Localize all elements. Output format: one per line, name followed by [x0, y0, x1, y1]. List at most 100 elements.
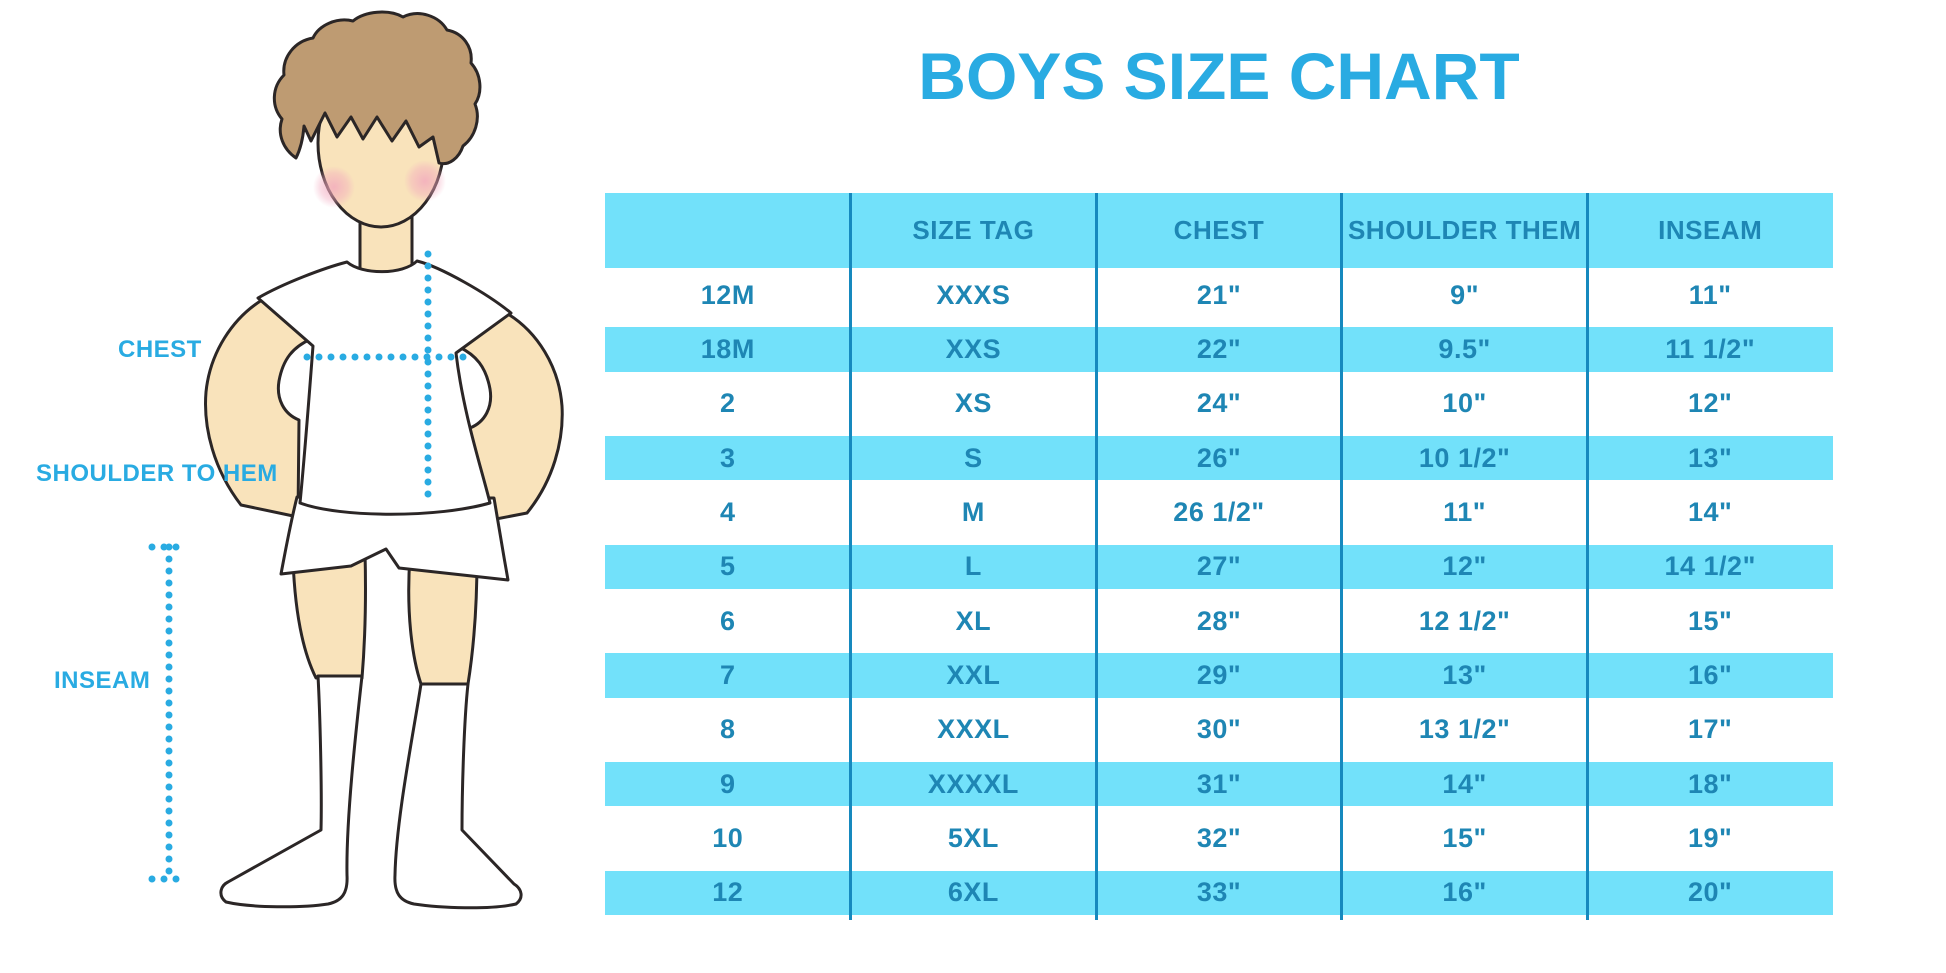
shoulder-to-hem-label: SHOULDER TO HEM	[36, 460, 278, 487]
table-cell: 18"	[1688, 768, 1733, 799]
table-cell: 11"	[1688, 279, 1732, 310]
table-row: 6 XL 28" 12 1/2" 15"	[605, 594, 1833, 648]
column-divider	[849, 193, 853, 920]
table-row: 9 XXXXL 31" 14" 18"	[605, 756, 1833, 812]
table-cell: 26 1/2"	[1173, 496, 1265, 527]
table-cell: 5	[720, 551, 736, 582]
table-row: 12 6XL 33" 16" 20"	[605, 865, 1833, 920]
table-row: 4 M 26 1/2" 11" 14"	[605, 485, 1833, 539]
table-cell: 14 1/2"	[1664, 551, 1756, 582]
column-divider	[1094, 193, 1098, 920]
table-cell: XXL	[946, 659, 1001, 690]
table-cell: 15"	[1442, 822, 1487, 853]
table-cell: 33"	[1196, 877, 1242, 908]
table-cell: 10	[712, 822, 744, 853]
table-cell: 22"	[1196, 333, 1242, 364]
header-cell-chest: CHEST	[1173, 215, 1265, 245]
table-cell: 9	[720, 768, 736, 799]
table-cell: 13 1/2"	[1418, 714, 1511, 745]
table-row: 2 XS 24" 10" 12"	[605, 377, 1833, 431]
table-cell: L	[964, 551, 982, 582]
table-row: 5 L 27" 12" 14 1/2"	[605, 539, 1833, 594]
table-cell: XXXS	[936, 279, 1011, 310]
table-cell: 32"	[1196, 822, 1242, 853]
table-cell: 16"	[1688, 659, 1733, 690]
table-cell: 14"	[1442, 768, 1487, 799]
table-cell: 14"	[1688, 496, 1733, 527]
table-header-row: SIZE TAG CHEST SHOULDER THEM INSEAM	[605, 193, 1833, 268]
table-row: 3 S 26" 10 1/2" 13"	[605, 430, 1833, 486]
table-cell: S	[964, 442, 983, 473]
header-cell-size-tag: SIZE TAG	[912, 215, 1035, 245]
table-cell: 12	[712, 877, 744, 908]
table-cell: 30"	[1196, 714, 1242, 745]
table-cell: 3	[720, 442, 736, 473]
table-cell: 8	[720, 714, 736, 745]
right-arm-shape	[457, 312, 564, 526]
header-cell-inseam: INSEAM	[1658, 215, 1763, 245]
table-cell: 24"	[1196, 388, 1242, 419]
left-arm-shape	[204, 298, 313, 519]
table-row: 8 XXXL 30" 13 1/2" 17"	[605, 703, 1833, 757]
table-cell: 9"	[1450, 279, 1479, 310]
table-cell: 28"	[1196, 605, 1242, 636]
table-cell: 5XL	[947, 822, 999, 853]
table-cell: XXXXL	[927, 768, 1019, 799]
table-cell: 2	[720, 388, 736, 419]
left-sock-shape	[219, 674, 364, 909]
table-cell: 18M	[700, 333, 755, 364]
table-cell: 7	[720, 659, 736, 690]
chest-label: CHEST	[118, 336, 202, 363]
table-cell: 6XL	[947, 877, 999, 908]
table-cell: 29"	[1196, 659, 1242, 690]
table-cell: 27"	[1196, 551, 1242, 582]
table-row: 7 XXL 29" 13" 16"	[605, 648, 1833, 703]
table-cell: 10 1/2"	[1418, 442, 1511, 473]
table-cell: 11 1/2"	[1665, 333, 1756, 364]
table-cell: 4	[720, 496, 736, 527]
table-cell: XXS	[945, 333, 1002, 364]
table-cell: XS	[954, 388, 992, 419]
table-cell: M	[961, 496, 985, 527]
table-row: 12M XXXS 21" 9" 11"	[605, 268, 1833, 322]
table-cell: 21"	[1196, 279, 1242, 310]
header-cell-shoulder-them: SHOULDER THEM	[1347, 215, 1582, 245]
table-cell: 16"	[1442, 877, 1487, 908]
shorts-shape	[279, 495, 510, 582]
table-cell: 13"	[1442, 659, 1487, 690]
table-cell: 17"	[1688, 714, 1733, 745]
table-cell: 12M	[700, 279, 755, 310]
column-divider	[1585, 193, 1589, 920]
table-cell: 10"	[1442, 388, 1487, 419]
table-cell: 12"	[1688, 388, 1733, 419]
table-cell: XXXL	[937, 714, 1010, 745]
table-cell: 19"	[1688, 822, 1733, 853]
table-cell: 12"	[1442, 551, 1487, 582]
table-cell: 12 1/2"	[1418, 605, 1511, 636]
boy-illustration	[148, 10, 564, 910]
tshirt-shape	[256, 259, 513, 516]
table-cell: 9.5"	[1438, 333, 1491, 364]
right-cheek	[404, 160, 446, 202]
table-row: 10 5XL 32" 15" 19"	[605, 811, 1833, 865]
header-cell-size	[605, 193, 851, 268]
size-table: SIZE TAG CHEST SHOULDER THEM INSEAM 12M X…	[605, 193, 1833, 920]
table-cell: 11"	[1443, 496, 1487, 527]
size-table-body: 12M XXXS 21" 9" 11" 18M XXS 22" 9.5" 11 1/2" 2 XS 24…	[605, 268, 1833, 920]
table-row: 18M XXS 22" 9.5" 11 1/2"	[605, 322, 1833, 377]
page-title: BOYS SIZE CHART	[918, 39, 1520, 113]
table-cell: 13"	[1688, 442, 1733, 473]
table-cell: 31"	[1196, 768, 1242, 799]
inseam-label: INSEAM	[54, 667, 151, 694]
boy-measurement-diagram: CHEST SHOULDER TO HEM INSEAM	[0, 0, 580, 960]
table-cell: 20"	[1688, 877, 1733, 908]
column-divider	[1340, 193, 1344, 920]
table-cell: 26"	[1196, 442, 1242, 473]
hair-shape	[272, 10, 482, 166]
table-cell: 6	[720, 605, 736, 636]
right-sock-shape	[393, 682, 523, 910]
left-cheek	[313, 166, 355, 208]
table-cell: 15"	[1688, 605, 1733, 636]
table-cell: XL	[955, 605, 992, 636]
